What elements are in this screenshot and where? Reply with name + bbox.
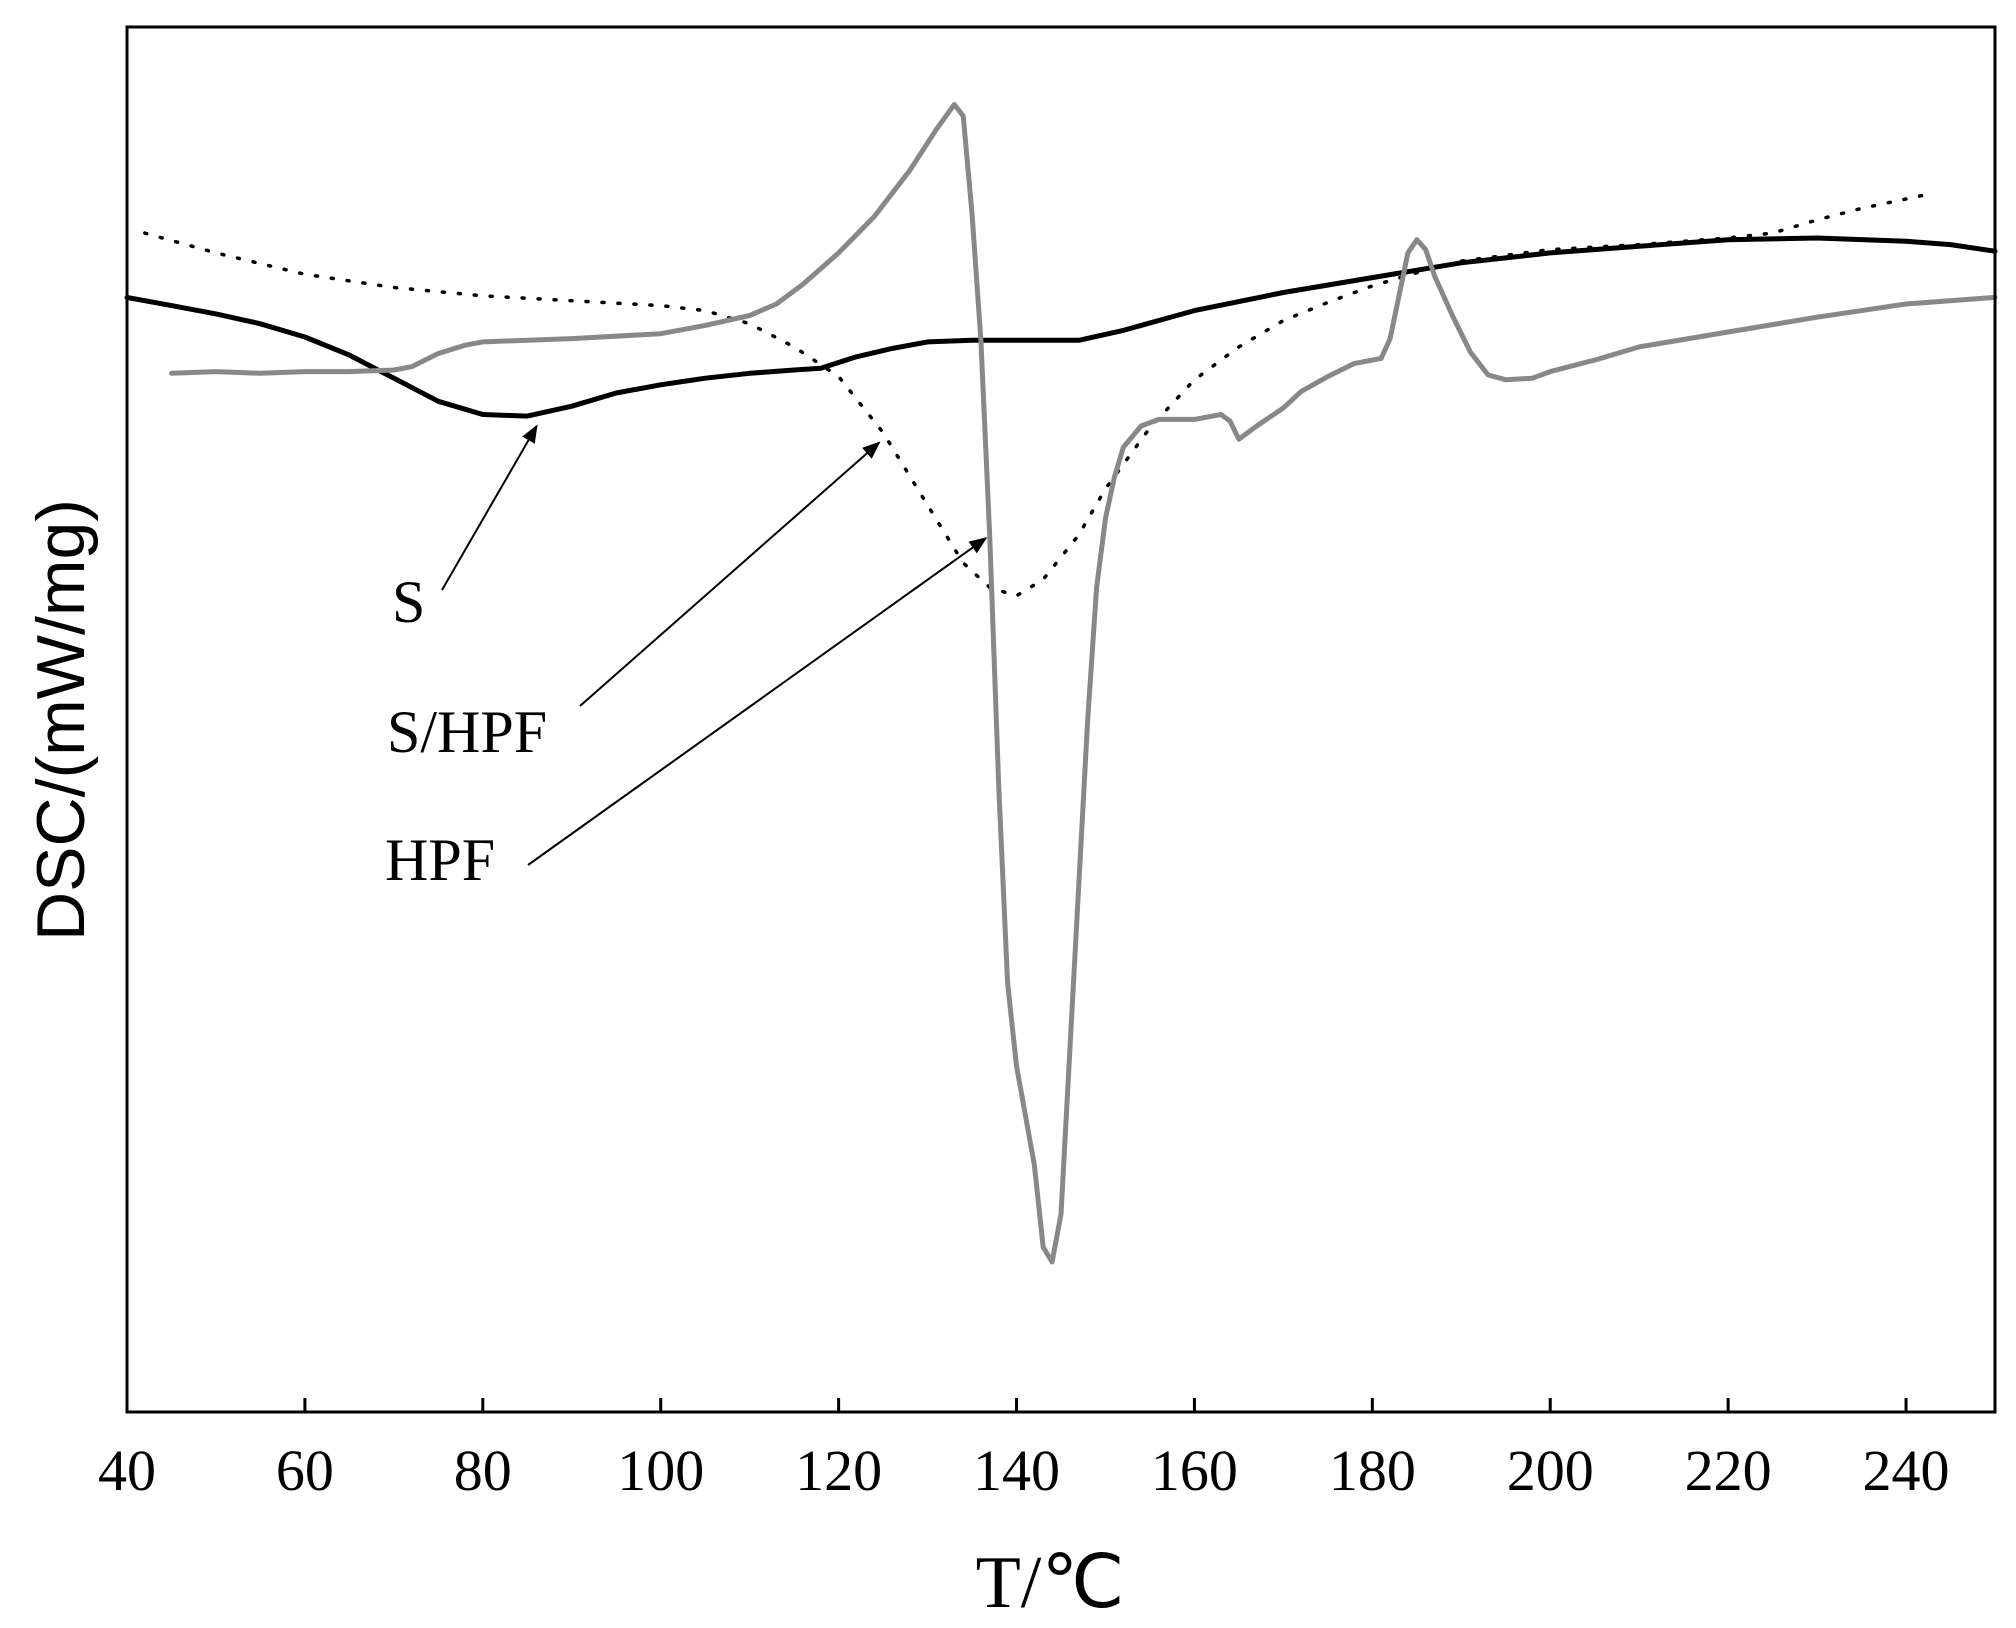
y-axis-label: DSC/(mW/mg) xyxy=(23,499,99,941)
x-tick-label: 100 xyxy=(617,1438,704,1503)
annotation-label-s-hpf: S/HPF xyxy=(387,699,547,765)
series-line-hpf xyxy=(169,102,1998,1265)
plot-frame xyxy=(125,25,1997,1414)
x-tick-label: 180 xyxy=(1329,1438,1416,1503)
x-tick-label: 120 xyxy=(795,1438,882,1503)
x-tick-label: 80 xyxy=(454,1438,512,1503)
annotation-label-s: S xyxy=(392,569,425,635)
series-layer xyxy=(124,102,1998,1265)
x-axis-label: T/℃ xyxy=(976,1542,1125,1624)
x-tick-label: 40 xyxy=(98,1438,156,1503)
x-tick-label: 140 xyxy=(973,1438,1060,1503)
x-tick-label: 200 xyxy=(1507,1438,1594,1503)
annotation-arrow-s xyxy=(441,424,538,591)
series-line-s xyxy=(124,235,1998,419)
annotations-layer: S S/HPF HPF xyxy=(385,424,988,893)
x-tick-label: 220 xyxy=(1685,1438,1772,1503)
x-axis-ticks: 40 60 80 100 120 140 160 180 200 220 240 xyxy=(98,1398,1950,1503)
annotation-arrow-hpf xyxy=(527,537,988,866)
x-tick-label: 240 xyxy=(1863,1438,1950,1503)
x-tick-label: 60 xyxy=(276,1438,334,1503)
series-line-s-hpf xyxy=(143,193,1926,598)
x-tick-label: 160 xyxy=(1151,1438,1238,1503)
annotation-label-hpf: HPF xyxy=(385,827,495,893)
annotation-arrow-s-hpf xyxy=(579,441,881,707)
